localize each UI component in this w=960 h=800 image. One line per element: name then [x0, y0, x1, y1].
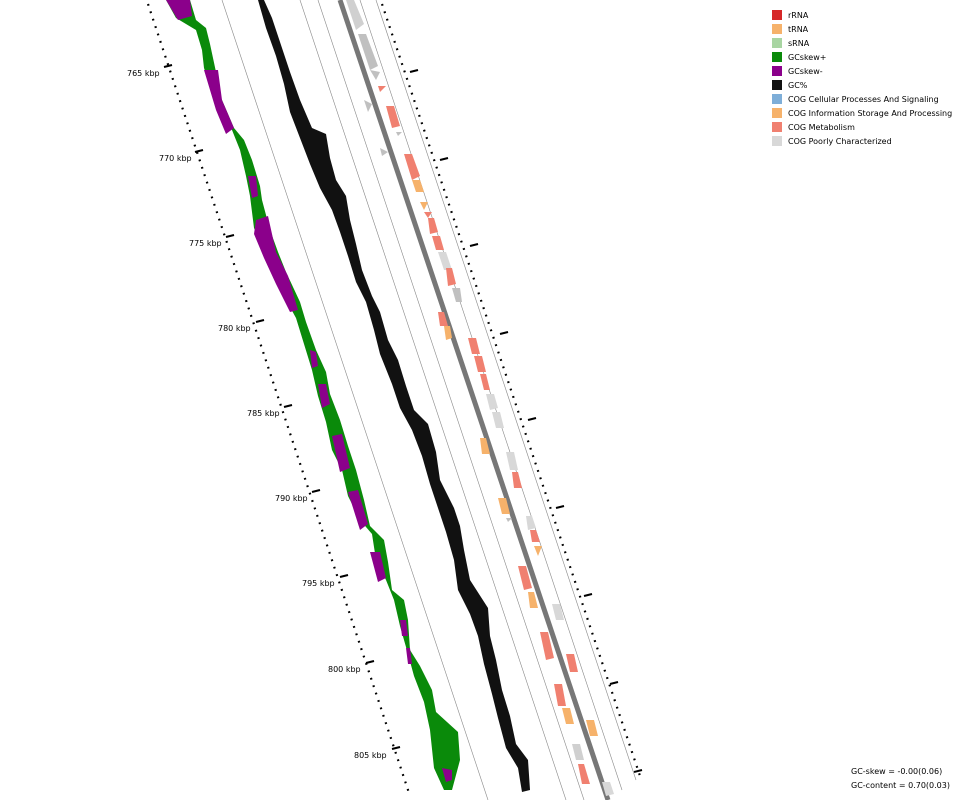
- legend-item-cog-cellular: COG Cellular Processes And Signaling: [772, 92, 952, 106]
- legend-item-gc-percent: GC%: [772, 78, 952, 92]
- kbp-ticks: [163, 64, 401, 750]
- legend-swatch: [772, 108, 782, 118]
- legend-label: rRNA: [788, 10, 809, 20]
- legend-item-trna: tRNA: [772, 22, 952, 36]
- legend-swatch: [772, 24, 782, 34]
- kbp-labels: 765 kbp 770 kbp 775 kbp 780 kbp 785 kbp …: [127, 69, 387, 760]
- right-axis-dots: [380, 3, 642, 777]
- legend-item-gcskew-minus: GCskew-: [772, 64, 952, 78]
- tick-label: 780 kbp: [218, 324, 251, 333]
- legend-item-rrna: rRNA: [772, 8, 952, 22]
- legend-swatch: [772, 122, 782, 132]
- guide-lines: [221, 0, 637, 800]
- legend-swatch: [772, 136, 782, 146]
- legend-label: GC%: [788, 80, 808, 90]
- legend-item-cog-poorly: COG Poorly Characterized: [772, 134, 952, 148]
- tick-label: 765 kbp: [127, 69, 160, 78]
- legend-label: COG Metabolism: [788, 122, 855, 132]
- legend-item-srna: sRNA: [772, 36, 952, 50]
- legend-item-gcskew-plus: GCskew+: [772, 50, 952, 64]
- legend-item-cog-metabolism: COG Metabolism: [772, 120, 952, 134]
- legend-label: sRNA: [788, 38, 810, 48]
- tick-label: 805 kbp: [354, 751, 387, 760]
- gc-content-stat: GC-content = 0.70(0.03): [851, 781, 950, 790]
- legend-label: COG Cellular Processes And Signaling: [788, 94, 939, 104]
- legend-label: COG Information Storage And Processing: [788, 108, 953, 118]
- legend-swatch: [772, 52, 782, 62]
- gc-skew-stat: GC-skew = -0.00(0.06): [851, 767, 943, 776]
- legend-swatch: [772, 10, 782, 20]
- cog-features: [346, 0, 614, 796]
- legend-label: GCskew-: [788, 66, 823, 76]
- legend-label: tRNA: [788, 24, 809, 34]
- legend-swatch: [772, 94, 782, 104]
- legend-item-cog-information: COG Information Storage And Processing: [772, 106, 952, 120]
- kbp-axis-dots: [146, 3, 412, 797]
- legend-label: GCskew+: [788, 52, 827, 62]
- legend-label: COG Poorly Characterized: [788, 136, 892, 146]
- legend: rRNA tRNA sRNA GCskew+ GCskew- GC% COG C…: [772, 8, 952, 148]
- tick-label: 775 kbp: [189, 239, 222, 248]
- tick-label: 795 kbp: [302, 579, 335, 588]
- legend-swatch: [772, 38, 782, 48]
- tick-label: 770 kbp: [159, 154, 192, 163]
- tick-label: 800 kbp: [328, 665, 361, 674]
- genome-backbone: [337, 0, 611, 800]
- legend-swatch: [772, 66, 782, 76]
- gc-content-track: [258, 0, 530, 792]
- tick-label: 790 kbp: [275, 494, 308, 503]
- tick-label: 785 kbp: [247, 409, 280, 418]
- gc-skew-track: [166, 0, 460, 790]
- right-ticks: [409, 69, 643, 773]
- sequence-stats: GC-skew = -0.00(0.06) GC-content = 0.70(…: [851, 765, 950, 793]
- legend-swatch: [772, 80, 782, 90]
